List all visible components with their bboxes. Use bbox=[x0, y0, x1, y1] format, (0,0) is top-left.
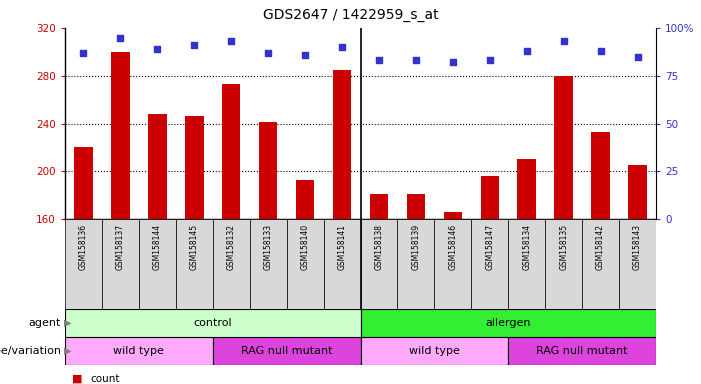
Text: GSM158147: GSM158147 bbox=[485, 223, 494, 270]
Text: GSM158133: GSM158133 bbox=[264, 223, 273, 270]
Point bbox=[447, 59, 458, 65]
Text: wild type: wild type bbox=[409, 346, 460, 356]
Bar bbox=[185, 116, 203, 219]
Bar bbox=[296, 180, 314, 219]
Text: GSM158141: GSM158141 bbox=[337, 223, 346, 270]
Text: GSM158140: GSM158140 bbox=[301, 223, 310, 270]
Text: ■: ■ bbox=[72, 374, 83, 384]
Text: ▶: ▶ bbox=[64, 318, 72, 328]
Text: GSM158134: GSM158134 bbox=[522, 223, 531, 270]
Text: count: count bbox=[90, 374, 119, 384]
Bar bbox=[65, 309, 360, 337]
Bar bbox=[619, 219, 656, 309]
Text: RAG null mutant: RAG null mutant bbox=[241, 346, 332, 356]
Bar bbox=[324, 219, 360, 309]
Point bbox=[595, 48, 606, 54]
Bar bbox=[592, 132, 610, 219]
Bar bbox=[102, 219, 139, 309]
Bar bbox=[481, 176, 499, 219]
Bar bbox=[360, 337, 508, 365]
Bar bbox=[508, 337, 656, 365]
Bar bbox=[360, 219, 397, 309]
Point bbox=[189, 42, 200, 48]
Bar bbox=[369, 194, 388, 219]
Point bbox=[263, 50, 274, 56]
Point bbox=[484, 57, 496, 63]
Bar bbox=[471, 219, 508, 309]
Bar bbox=[435, 219, 471, 309]
Text: genotype/variation: genotype/variation bbox=[0, 346, 61, 356]
Bar bbox=[65, 219, 102, 309]
Bar bbox=[259, 122, 278, 219]
Bar bbox=[360, 309, 656, 337]
Bar bbox=[250, 219, 287, 309]
Bar bbox=[517, 159, 536, 219]
Bar bbox=[222, 84, 240, 219]
Bar bbox=[212, 337, 360, 365]
Point bbox=[521, 48, 532, 54]
Point bbox=[299, 52, 311, 58]
Text: GSM158136: GSM158136 bbox=[79, 223, 88, 270]
Text: GDS2647 / 1422959_s_at: GDS2647 / 1422959_s_at bbox=[263, 8, 438, 22]
Bar bbox=[212, 219, 250, 309]
Text: allergen: allergen bbox=[486, 318, 531, 328]
Text: GSM158138: GSM158138 bbox=[374, 223, 383, 270]
Text: GSM158135: GSM158135 bbox=[559, 223, 568, 270]
Bar bbox=[148, 114, 167, 219]
Point bbox=[374, 57, 385, 63]
Bar bbox=[65, 337, 212, 365]
Text: control: control bbox=[193, 318, 232, 328]
Text: ▶: ▶ bbox=[64, 346, 72, 356]
Text: GSM158142: GSM158142 bbox=[596, 223, 605, 270]
Point bbox=[115, 35, 126, 41]
Bar bbox=[545, 219, 582, 309]
Point bbox=[151, 46, 163, 52]
Text: GSM158139: GSM158139 bbox=[411, 223, 421, 270]
Bar bbox=[74, 147, 93, 219]
Text: GSM158132: GSM158132 bbox=[226, 223, 236, 270]
Bar bbox=[397, 219, 435, 309]
Point bbox=[632, 54, 643, 60]
Bar bbox=[139, 219, 176, 309]
Bar bbox=[628, 165, 647, 219]
Point bbox=[410, 57, 421, 63]
Text: GSM158137: GSM158137 bbox=[116, 223, 125, 270]
Text: GSM158144: GSM158144 bbox=[153, 223, 162, 270]
Bar bbox=[444, 212, 462, 219]
Bar bbox=[176, 219, 212, 309]
Text: GSM158146: GSM158146 bbox=[449, 223, 457, 270]
Bar bbox=[508, 219, 545, 309]
Point bbox=[78, 50, 89, 56]
Bar bbox=[287, 219, 324, 309]
Point bbox=[558, 38, 569, 45]
Text: wild type: wild type bbox=[114, 346, 164, 356]
Bar bbox=[111, 52, 130, 219]
Text: agent: agent bbox=[29, 318, 61, 328]
Bar bbox=[333, 70, 351, 219]
Bar bbox=[407, 194, 425, 219]
Text: GSM158143: GSM158143 bbox=[633, 223, 642, 270]
Point bbox=[336, 44, 348, 50]
Point bbox=[226, 38, 237, 45]
Text: GSM158145: GSM158145 bbox=[190, 223, 199, 270]
Bar bbox=[582, 219, 619, 309]
Text: RAG null mutant: RAG null mutant bbox=[536, 346, 628, 356]
Bar bbox=[554, 76, 573, 219]
